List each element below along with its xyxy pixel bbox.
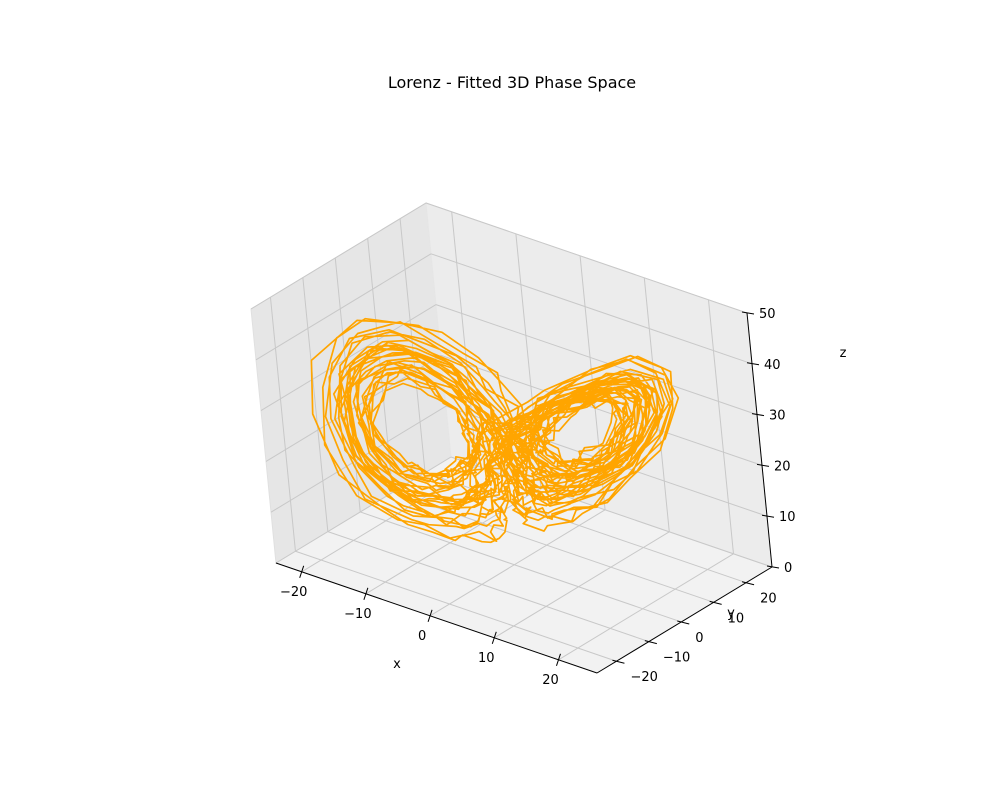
z-tick-mark — [766, 565, 780, 569]
z-tick-label: 40 — [764, 358, 781, 373]
grid-line-z-left — [250, 202, 427, 310]
x-axis-line — [275, 562, 598, 674]
z-tick-mark — [751, 413, 765, 417]
y-tick-mark — [677, 620, 690, 625]
trajectory-group — [310, 317, 680, 544]
z-axis-label: z — [840, 346, 847, 361]
axis-lines — [275, 312, 773, 674]
trajectory-line — [310, 317, 680, 544]
grid-line-y-left — [269, 297, 296, 552]
z-axis-line — [746, 312, 773, 568]
z-tick-mark — [761, 514, 775, 518]
z-tick-label: 0 — [784, 561, 792, 576]
z-tick-mark — [756, 463, 770, 467]
grid-line-x-floor — [365, 487, 542, 595]
x-tick-mark — [427, 609, 433, 622]
x-tick-mark — [299, 565, 305, 578]
grid-line-y-left — [302, 277, 329, 532]
grid-line-z-back — [430, 253, 753, 365]
grid-line-x-floor — [494, 531, 670, 639]
z-tick-label: 30 — [769, 409, 786, 424]
grid-line-x-floor — [558, 553, 734, 661]
grid-line-x-floor — [429, 509, 606, 617]
grid-line-y-floor — [360, 511, 682, 623]
y-tick-mark — [644, 640, 657, 645]
x-tick-mark — [556, 653, 561, 666]
grid-line-z-back — [435, 304, 758, 416]
y-tick-label: −20 — [630, 670, 657, 685]
x-tick-label: −10 — [344, 607, 371, 622]
grid-line-y-floor — [327, 531, 650, 643]
x-tick-label: 20 — [542, 673, 559, 688]
x-tick-label: −20 — [280, 585, 307, 600]
y-tick-mark — [612, 659, 625, 664]
y-tick-label: −10 — [663, 651, 690, 666]
y-axis-line — [596, 566, 773, 674]
grid-line-z-left — [255, 253, 432, 361]
tick-labels: −20 −10 0 10 20 −20 −10 0 10 20 0 10 20 30 40 50 — [280, 307, 796, 688]
y-axis-label: y — [727, 606, 735, 621]
z-tick-mark — [741, 311, 755, 315]
grid-line-z-back — [440, 354, 763, 466]
y-tick-label: 10 — [728, 611, 745, 626]
grid-line-y-floor — [295, 550, 617, 662]
grid-line-z-back — [425, 202, 748, 314]
chart-title: Lorenz - Fitted 3D Phase Space — [388, 73, 636, 92]
grid-line-z-left — [275, 456, 452, 564]
z-tick-mark — [746, 362, 760, 366]
x-axis-label: x — [393, 657, 401, 672]
z-tick-label: 10 — [779, 510, 796, 525]
y-tick-label: 20 — [760, 592, 777, 607]
z-tick-label: 50 — [759, 307, 776, 322]
y-tick-label: 0 — [695, 631, 703, 646]
x-tick-label: 10 — [478, 651, 495, 666]
x-tick-mark — [491, 631, 497, 644]
y-tick-mark — [741, 581, 755, 586]
x-tick-mark — [363, 587, 369, 600]
y-tick-mark — [709, 600, 722, 605]
z-tick-label: 20 — [774, 459, 791, 474]
grid-line-x-back — [707, 299, 734, 554]
grid-line-z-left — [260, 304, 437, 412]
x-tick-label: 0 — [418, 629, 426, 644]
grid-line-y-left — [399, 218, 426, 473]
